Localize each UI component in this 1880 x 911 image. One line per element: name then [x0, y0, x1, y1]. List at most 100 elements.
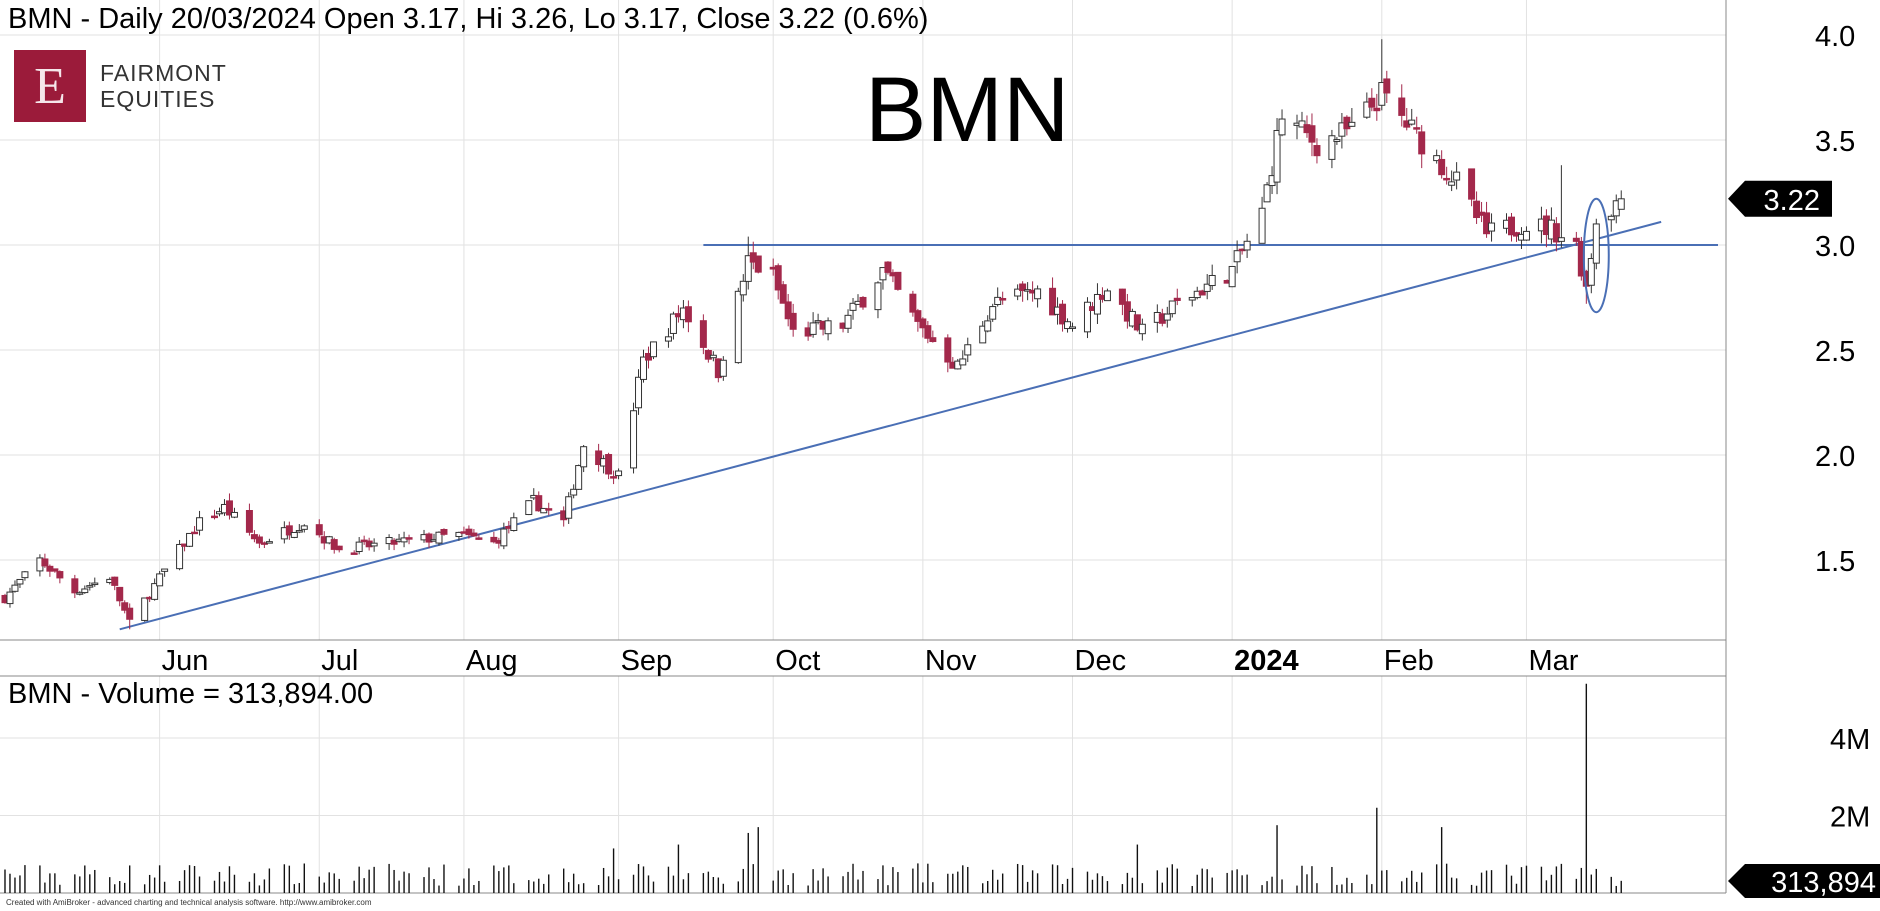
price-tick-label: 4.0	[1815, 21, 1855, 53]
footer-credit: Created with AmiBroker - advanced charti…	[6, 898, 372, 907]
candle-body	[11, 584, 19, 592]
candle-body	[744, 255, 752, 282]
candle	[355, 537, 363, 555]
candle	[1173, 288, 1181, 306]
candle	[176, 539, 184, 571]
candle-body	[635, 376, 643, 409]
candle-body	[151, 583, 159, 600]
logo-text: FAIRMONT EQUITIES	[100, 60, 227, 112]
candle	[984, 315, 992, 333]
candle	[789, 303, 797, 337]
candle	[1019, 281, 1027, 302]
candle	[405, 534, 413, 545]
candle-body	[580, 446, 588, 468]
candle	[734, 287, 742, 364]
candle-body	[51, 568, 59, 572]
candle-body	[1173, 297, 1181, 301]
candle	[425, 532, 433, 549]
candle	[56, 570, 64, 584]
candle	[849, 298, 857, 320]
candle-body	[1208, 274, 1216, 287]
candle-body	[1557, 237, 1565, 242]
candle	[615, 468, 623, 480]
candle	[525, 500, 533, 516]
candle-body	[330, 539, 338, 550]
candle-body	[1019, 283, 1027, 292]
candle-body	[914, 310, 922, 322]
volume-axis: 2M 4M	[1830, 724, 1870, 834]
candle	[370, 538, 378, 552]
candle	[1488, 213, 1496, 242]
candle	[245, 503, 253, 536]
candle	[669, 311, 677, 340]
candle-body	[300, 525, 308, 530]
candle-body	[1014, 288, 1022, 297]
date-tick-label: Jul	[321, 645, 358, 677]
candle-body	[1118, 288, 1126, 305]
candle	[1607, 214, 1615, 232]
candle-body	[400, 537, 408, 543]
candle-body	[16, 578, 24, 585]
candle	[909, 290, 917, 317]
last-volume-flag	[1728, 864, 1880, 898]
volume-tick-label: 4M	[1830, 724, 1870, 756]
candle-body	[1418, 131, 1426, 155]
candle	[709, 351, 717, 362]
fairmont-logo: E FAIRMONT EQUITIES	[14, 50, 227, 122]
candle	[1368, 88, 1376, 112]
candle	[684, 300, 692, 333]
candle	[1333, 137, 1341, 145]
candle-body	[121, 602, 129, 611]
candle	[290, 531, 298, 539]
candle	[1552, 217, 1560, 252]
candle-body	[615, 470, 623, 477]
candle	[1468, 168, 1476, 207]
candle-body	[984, 320, 992, 332]
price-tick-label: 2.0	[1815, 441, 1855, 473]
candle	[1418, 125, 1426, 169]
candle-body	[1408, 119, 1416, 125]
candle-body	[355, 541, 363, 553]
candle-body	[1338, 122, 1346, 137]
candle-body	[525, 500, 533, 516]
candle-body	[1488, 222, 1496, 232]
candle-body	[1133, 314, 1141, 331]
candle	[285, 521, 293, 540]
candle	[1398, 84, 1406, 127]
candle-body	[500, 528, 508, 547]
candle	[350, 550, 358, 555]
candle-body	[929, 337, 937, 343]
candle-body	[784, 301, 792, 320]
candle-body	[156, 573, 164, 587]
candle	[91, 577, 99, 587]
candle-body	[1552, 223, 1560, 243]
candle	[6, 587, 14, 608]
candle	[1278, 109, 1286, 137]
candle	[400, 531, 408, 548]
candle-body	[225, 500, 233, 516]
candle-body	[1572, 237, 1580, 242]
support-trendline	[119, 220, 1662, 631]
candle	[1198, 289, 1206, 296]
candle-body	[1203, 283, 1211, 292]
candle	[435, 531, 443, 546]
candle-body	[475, 537, 483, 540]
candle	[335, 545, 343, 553]
candle	[884, 261, 892, 275]
candle	[191, 526, 199, 535]
candle	[964, 337, 972, 363]
candle	[640, 349, 648, 383]
candle	[1064, 318, 1072, 333]
candle	[1188, 296, 1196, 307]
candle	[1163, 306, 1171, 328]
candle-body	[669, 313, 677, 334]
candle-body	[989, 306, 997, 320]
candle-body	[1258, 207, 1266, 244]
candle	[265, 538, 273, 544]
candle	[1168, 300, 1176, 318]
candle-body	[1049, 287, 1057, 316]
date-tick-label: Feb	[1384, 645, 1434, 677]
candle-body	[1298, 120, 1306, 128]
candle-body	[1233, 250, 1241, 263]
